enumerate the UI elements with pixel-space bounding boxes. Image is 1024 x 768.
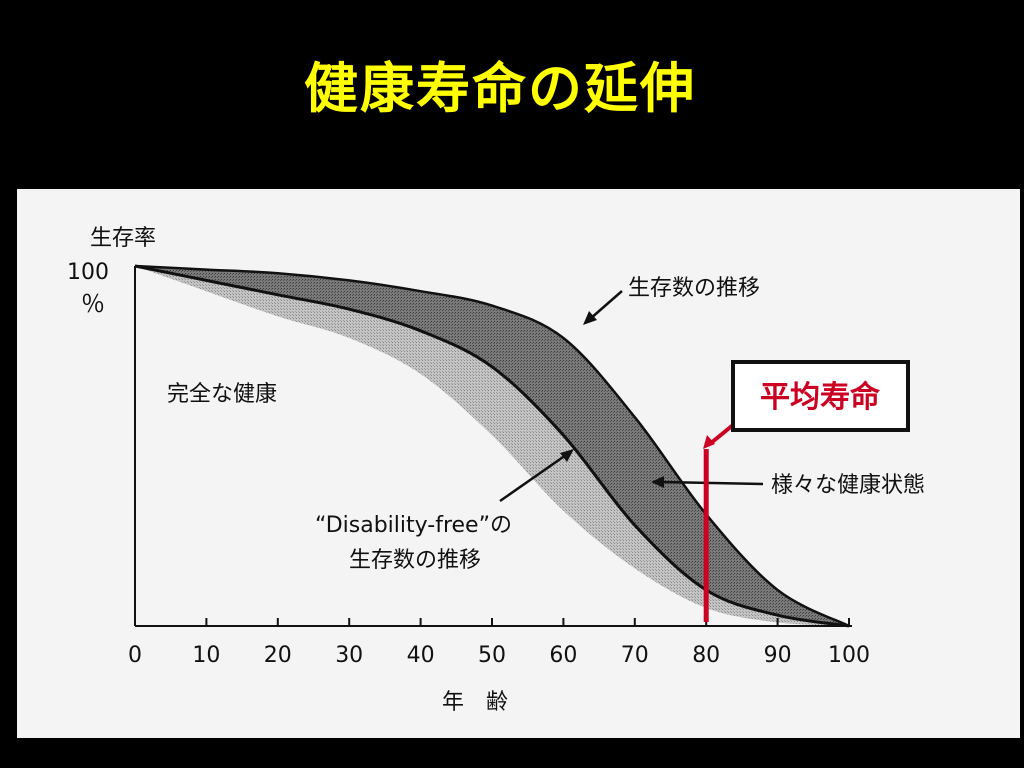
x-axis-label: 年 齢 xyxy=(442,690,508,715)
survival-chart: 0 10 20 30 40 50 60 70 80 90 100 生存率 100 ％ 年 齢 完全な… xyxy=(67,226,925,715)
disability-label-line2: 生存数の推移 xyxy=(349,548,481,573)
life-expectancy-arrowhead xyxy=(703,435,715,449)
figure-panel: 0 10 20 30 40 50 60 70 80 90 100 生存率 100 ％ 年 齢 完全な… xyxy=(17,189,1020,738)
disability-arrow xyxy=(499,453,567,503)
x-tick-label: 100 xyxy=(828,643,870,668)
slide-title: 健康寿命の延伸 xyxy=(304,57,696,120)
x-tick-label: 80 xyxy=(692,643,720,668)
survival-arrowhead xyxy=(583,311,597,325)
series-line-disability-free xyxy=(134,264,850,628)
various-health-arrowhead xyxy=(651,476,664,488)
x-tick-label: 90 xyxy=(764,643,792,668)
x-tick-label: 70 xyxy=(621,643,649,668)
various-health-arrow xyxy=(661,480,764,486)
x-tick-label: 10 xyxy=(192,643,220,668)
healthy-region-label: 完全な健康 xyxy=(167,382,277,407)
series-line-survival xyxy=(134,264,850,628)
survival-arrow xyxy=(589,290,623,320)
y-axis-label: 生存率 xyxy=(90,226,156,251)
y-tick-100: 100 xyxy=(67,260,109,285)
life-expectancy-box xyxy=(731,360,910,432)
x-tick-label: 0 xyxy=(128,643,142,668)
disability-label-line1: “Disability-free”の xyxy=(315,513,512,538)
x-tick-label: 50 xyxy=(478,643,506,668)
y-tick-unit: ％ xyxy=(81,290,105,318)
x-tick-label: 20 xyxy=(264,643,292,668)
dark-band xyxy=(135,266,849,626)
disability-arrowhead xyxy=(560,449,574,462)
x-tick-label: 40 xyxy=(407,643,435,668)
x-tick-label: 30 xyxy=(335,643,363,668)
x-tick-label: 60 xyxy=(549,643,577,668)
life-expectancy-label: 平均寿命 xyxy=(760,380,881,415)
various-health-label: 様々な健康状態 xyxy=(771,473,925,498)
survival-label: 生存数の推移 xyxy=(628,276,760,301)
